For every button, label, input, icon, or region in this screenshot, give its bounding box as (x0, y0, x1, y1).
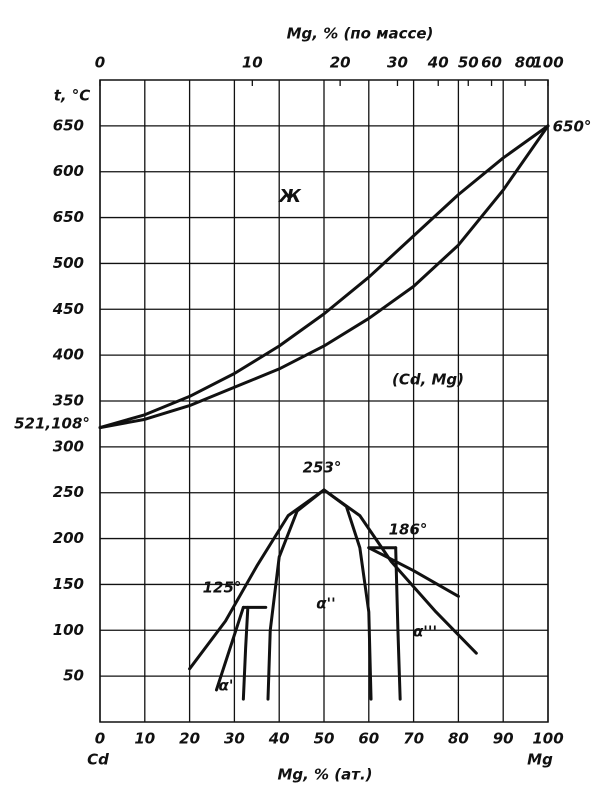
x-tick-label: 90 (493, 730, 514, 748)
y-tick-label: 400 (52, 346, 84, 364)
x-tick-label: 10 (134, 730, 155, 748)
annotation: (Cd, Mg) (392, 371, 464, 389)
x-tick-label: 20 (179, 730, 200, 748)
x2-tick-label: 80 (515, 54, 536, 72)
phase-curve (322, 488, 478, 655)
x2-tick-label: 100 (532, 54, 563, 72)
top-axis-label: Mg, % (по массе) (287, 25, 434, 43)
y-tick-label: 250 (53, 483, 84, 501)
annotation: α'' (316, 595, 336, 613)
y-tick-label: 500 (53, 254, 84, 272)
annotation: Ж (277, 186, 302, 207)
x-tick-label: 40 (268, 730, 290, 748)
y-tick-label: 350 (53, 392, 84, 410)
annotation: 125° (203, 579, 242, 597)
annotation: 186° (389, 521, 428, 539)
x-tick-label: 80 (448, 730, 469, 748)
phase-curve (266, 488, 326, 701)
phase-curve (367, 546, 460, 598)
y-tick-label: 450 (52, 300, 84, 318)
x-tick-label: 70 (403, 730, 424, 748)
x2-tick-label: 60 (481, 54, 502, 72)
annotation: α' (219, 677, 234, 695)
x2-tick-label: 20 (330, 54, 351, 72)
phase-curve (241, 605, 250, 701)
x2-tick-label: 50 (458, 54, 479, 72)
annotation: 521,108° (14, 415, 90, 433)
x2-tick-label: 40 (427, 54, 449, 72)
x-tick-label: 50 (314, 730, 335, 748)
y-tick-label: 100 (53, 621, 84, 639)
x2-tick-label: 0 (95, 54, 105, 72)
annotation: 650° (553, 118, 592, 136)
annotation: 253° (303, 459, 342, 477)
phase-curve (98, 124, 550, 430)
y-tick-label: 300 (53, 437, 84, 455)
y-tick-label: 200 (53, 529, 84, 547)
x-axis-label: Mg, % (ат.) (277, 766, 372, 784)
x-end-label: Cd (87, 751, 109, 769)
x-tick-label: 0 (95, 730, 105, 748)
y-tick-label: 650 (53, 208, 84, 226)
phase-curve (394, 546, 402, 701)
x2-tick-label: 10 (242, 54, 263, 72)
x-tick-label: 30 (224, 730, 245, 748)
phase-curve (214, 605, 245, 692)
y-tick-label: 600 (53, 162, 84, 180)
y-tick-label: 50 (63, 667, 84, 685)
annotation: α''' (413, 623, 437, 641)
y-tick-label: 150 (53, 575, 84, 593)
y-axis-label: t, °C (54, 87, 91, 105)
x-end-label: Mg (527, 751, 553, 769)
x-tick-label: 60 (358, 730, 379, 748)
x-tick-label: 100 (532, 730, 563, 748)
phase-curve (98, 124, 550, 430)
x2-tick-label: 30 (387, 54, 408, 72)
y-tick-label: 650 (53, 116, 84, 134)
